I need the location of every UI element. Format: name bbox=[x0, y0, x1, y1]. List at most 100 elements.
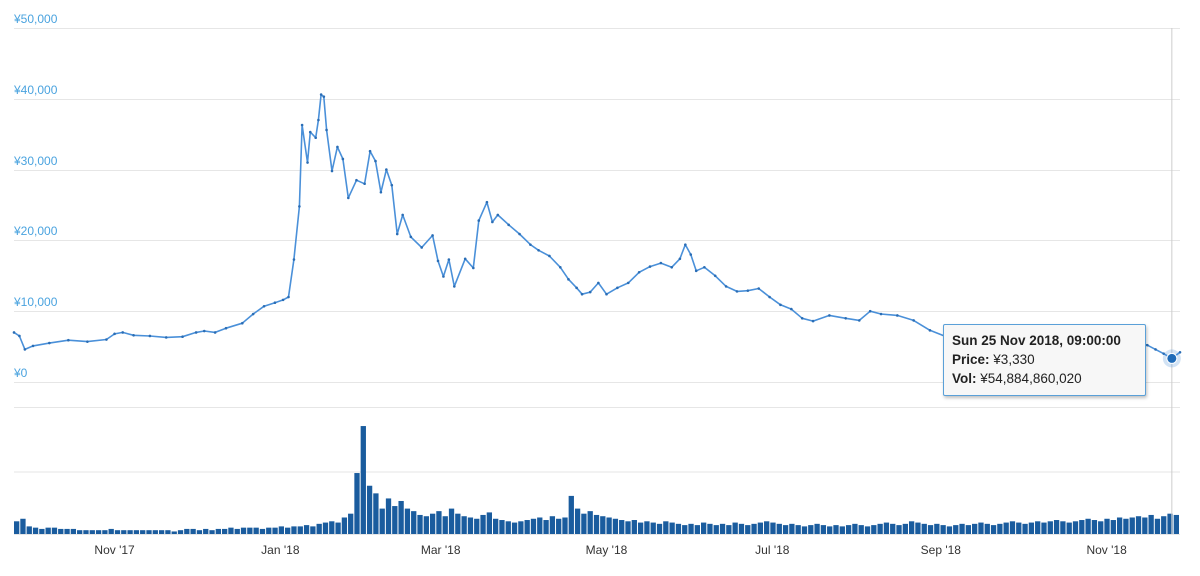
price-point bbox=[298, 205, 301, 208]
volume-bar bbox=[39, 528, 45, 534]
volume-bar bbox=[1016, 522, 1022, 534]
volume-bar bbox=[593, 514, 600, 534]
volume-bar bbox=[1110, 520, 1116, 534]
price-point bbox=[379, 190, 383, 194]
price-point bbox=[308, 130, 312, 134]
price-point bbox=[659, 261, 663, 265]
volume-bar bbox=[474, 518, 480, 534]
volume-bar bbox=[493, 518, 499, 534]
volume-bar bbox=[133, 530, 140, 534]
price-point bbox=[300, 123, 304, 127]
price-point bbox=[132, 333, 135, 337]
volume-bar bbox=[574, 508, 581, 534]
price-point bbox=[844, 316, 847, 320]
price-point bbox=[447, 258, 451, 261]
price-point bbox=[800, 316, 804, 320]
tooltip-vol-value: ¥54,884,860,020 bbox=[980, 371, 1082, 386]
price-point bbox=[18, 334, 21, 338]
price-point bbox=[336, 145, 339, 149]
price-point bbox=[12, 331, 16, 334]
volume-bar bbox=[146, 530, 152, 534]
volume-bar bbox=[253, 527, 259, 534]
volume-bar bbox=[902, 523, 908, 534]
volume-bar bbox=[1135, 516, 1142, 534]
volume-bar bbox=[177, 530, 184, 534]
volume-bar bbox=[946, 526, 953, 534]
price-point bbox=[496, 213, 500, 217]
price-point bbox=[325, 128, 328, 132]
volume-bar bbox=[915, 522, 921, 534]
volume-bar bbox=[196, 530, 203, 534]
volume-bar bbox=[978, 522, 984, 534]
volume-bar bbox=[814, 523, 820, 534]
volume-bar bbox=[20, 518, 26, 534]
price-point bbox=[317, 118, 320, 122]
volume-bar bbox=[392, 506, 398, 534]
volume-bar bbox=[335, 522, 341, 534]
price-point bbox=[224, 326, 228, 330]
price-tick-label: ¥20,000 bbox=[14, 224, 58, 239]
volume-bar bbox=[631, 520, 637, 534]
price-point bbox=[390, 183, 394, 187]
volume-bar bbox=[329, 521, 335, 534]
volume-bar bbox=[934, 523, 940, 534]
price-point bbox=[401, 213, 404, 217]
volume-bar bbox=[738, 523, 745, 534]
price-point bbox=[420, 246, 423, 249]
volume-bar bbox=[959, 523, 965, 534]
volume-bar bbox=[858, 525, 864, 534]
time-tick-label: Nov '17 bbox=[94, 543, 135, 557]
volume-bar bbox=[1022, 523, 1028, 534]
volume-bar bbox=[669, 522, 675, 534]
price-point bbox=[1162, 352, 1165, 355]
price-point bbox=[281, 298, 285, 302]
volume-bar bbox=[26, 526, 32, 534]
price-point bbox=[648, 265, 652, 268]
volume-bar bbox=[833, 525, 839, 534]
volume-bar bbox=[1072, 521, 1079, 534]
volume-bar bbox=[203, 528, 209, 534]
volume-bar bbox=[1066, 522, 1072, 534]
volume-bar bbox=[152, 530, 158, 534]
volume-bar bbox=[757, 522, 764, 534]
volume-bar bbox=[297, 526, 303, 534]
price-point bbox=[507, 223, 510, 227]
volume-bar bbox=[726, 525, 732, 534]
price-point bbox=[637, 270, 641, 274]
volume-bar bbox=[530, 518, 537, 534]
volume-bar bbox=[83, 530, 89, 534]
volume-bar bbox=[600, 516, 606, 534]
volume-bar bbox=[619, 520, 625, 534]
volume-bar bbox=[77, 530, 83, 534]
volume-bar bbox=[58, 528, 64, 534]
volume-bar bbox=[789, 523, 795, 534]
price-point bbox=[1178, 350, 1182, 354]
volume-bar bbox=[158, 530, 165, 534]
price-point bbox=[485, 200, 489, 204]
price-point bbox=[431, 234, 434, 237]
volume-bar bbox=[700, 522, 707, 534]
time-tick-label: Mar '18 bbox=[420, 543, 461, 557]
volume-bar bbox=[953, 525, 959, 534]
volume-bar bbox=[429, 513, 436, 534]
volume-bar bbox=[1154, 518, 1161, 534]
volume-bar bbox=[1091, 520, 1098, 534]
price-point bbox=[314, 136, 317, 140]
volume-bar bbox=[984, 523, 990, 534]
price-point bbox=[811, 319, 815, 323]
volume-bar bbox=[845, 525, 852, 534]
volume-bar bbox=[625, 521, 631, 534]
time-tick-label: Jul '18 bbox=[755, 543, 790, 557]
volume-bar bbox=[240, 527, 247, 534]
volume-bar bbox=[839, 526, 845, 534]
price-tick-label: ¥30,000 bbox=[14, 153, 58, 168]
price-point bbox=[670, 266, 674, 269]
price-point bbox=[518, 232, 521, 236]
price-point bbox=[694, 269, 698, 273]
volume-bar bbox=[499, 520, 505, 534]
price-point bbox=[724, 285, 728, 288]
price-point bbox=[779, 303, 782, 307]
volume-bar bbox=[70, 528, 77, 534]
price-point bbox=[385, 168, 388, 171]
price-point bbox=[262, 304, 266, 308]
